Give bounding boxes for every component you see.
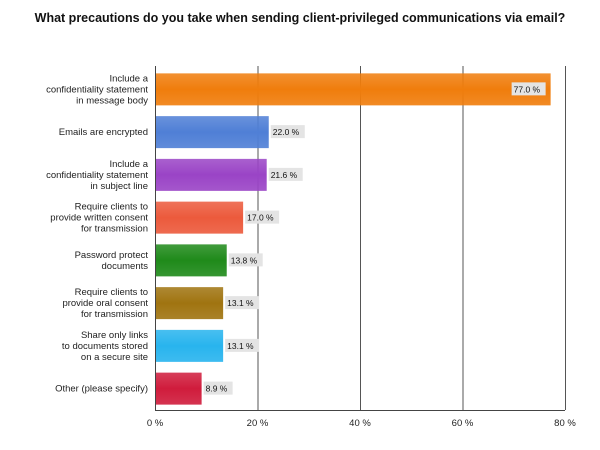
chart-title: What precautions do you take when sendin… [35,11,566,25]
data-label: 8.9 % [206,384,228,394]
bar [156,73,551,106]
x-tick-label: 20 % [247,418,269,429]
data-label-bg [225,296,260,310]
data-label: 13.1 % [227,341,254,351]
data-label-bg [268,167,303,181]
x-tick-label: 40 % [349,418,371,429]
bar [156,329,224,362]
data-label: 77.0 % [514,84,541,94]
data-label: 17.0 % [247,213,274,223]
data-label: 13.1 % [227,298,254,308]
category-label: Password protect documents [75,250,149,272]
category-label: Include a confidentiality statement in sub… [46,159,149,192]
x-axis-ticks: 0 % 20 % 40 % 60 % 80 % [147,418,577,429]
data-label-bg [203,381,233,395]
category-label: Emails are encrypted [59,127,148,138]
category-labels: Include a confidentiality statement in mes… [46,73,149,394]
bar [156,244,227,277]
data-label: 13.8 % [231,255,258,265]
bar [156,372,202,405]
x-tick-label: 0 % [147,418,164,429]
x-tick-label: 60 % [452,418,474,429]
category-label: Include a confidentiality statement in mes… [46,73,149,106]
bar [156,287,224,320]
data-label: 21.6 % [271,170,298,180]
data-label-bg [245,210,280,224]
data-label-bg [511,82,546,96]
data-label: 22.0 % [273,127,300,137]
x-tick-label: 80 % [554,418,576,429]
category-label: Share only links to documents stored on a … [62,330,148,363]
bar [156,116,269,149]
category-label: Require clients to provide written consen… [50,202,148,235]
category-label: Other (please specify) [55,384,148,395]
data-label-bg [270,125,305,139]
bars: 77.0 % 22.0 % 21.6 % 17.0 % 13.8 % 13.1 % 13.1… [156,73,551,405]
data-label-bg [228,253,263,267]
data-label-bg [225,338,260,352]
category-label: Require clients to provide oral consent fo… [62,287,148,320]
bar [156,158,267,191]
bar [156,201,244,234]
